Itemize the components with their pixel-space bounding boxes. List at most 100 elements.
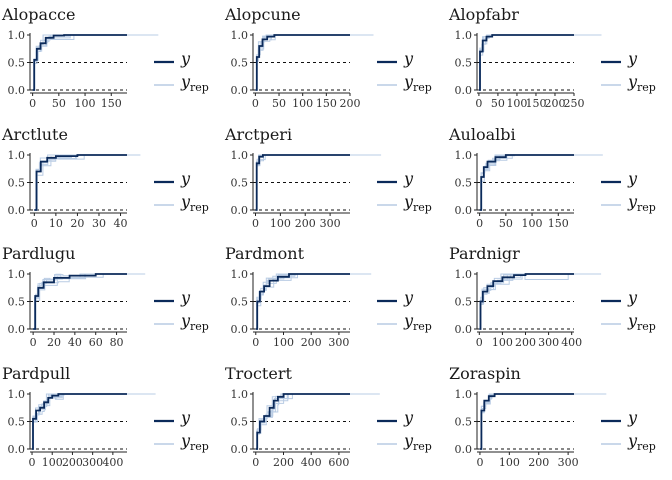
legend-yrep-subscript: rep — [637, 320, 656, 333]
legend-y-label: y — [627, 408, 638, 427]
x-tick-label: 300 — [328, 336, 349, 349]
legend-y-label: y — [403, 169, 414, 188]
x-tick-label: 50 — [272, 97, 286, 110]
x-tick-label: 20 — [47, 336, 61, 349]
y-tick-label: 0.0 — [455, 204, 473, 217]
x-tick-label: 400 — [102, 456, 123, 469]
y-tick-label: 0.5 — [455, 416, 473, 429]
x-tick-label: 200 — [528, 456, 549, 469]
yrep-curve — [255, 273, 350, 330]
legend-yrep-subscript: rep — [413, 320, 432, 333]
y-curve — [255, 273, 350, 330]
y-tick-label: 0.5 — [455, 177, 473, 190]
y-tick-label: 0.0 — [231, 323, 249, 336]
x-tick-label: 0 — [31, 217, 38, 230]
legend-yrep-subscript: rep — [637, 201, 656, 214]
y-curve — [32, 393, 127, 450]
legend-y-label: y — [180, 288, 191, 307]
legend-yrep-label: y — [180, 192, 191, 211]
x-tick-label: 0 — [252, 217, 259, 230]
y-tick-label: 1.0 — [8, 149, 26, 162]
y-tick-label: 0.5 — [231, 416, 249, 429]
legend-y-label: y — [627, 288, 638, 307]
legend-yrep-subscript: rep — [190, 81, 209, 94]
x-tick-label: 60 — [89, 336, 103, 349]
legend-yrep-label: y — [180, 311, 191, 330]
legend-yrep-label: y — [180, 72, 191, 91]
x-tick-label: 100 — [42, 456, 63, 469]
x-tick-label: 150 — [548, 217, 569, 230]
yrep-curve — [33, 273, 127, 330]
x-tick-label: 100 — [492, 336, 513, 349]
x-tick-label: 200 — [515, 336, 536, 349]
y-tick-label: 0.5 — [231, 57, 249, 70]
legend-yrep-label: y — [403, 431, 414, 450]
y-curve — [33, 273, 127, 330]
panel-title: Pardpull — [2, 364, 70, 383]
x-tick-label: 300 — [320, 217, 341, 230]
x-tick-label: 10 — [49, 217, 63, 230]
legend-yrep-subscript: rep — [190, 440, 209, 453]
x-tick-label: 0 — [252, 456, 259, 469]
x-tick-label: 200 — [544, 97, 565, 110]
x-tick-label: 100 — [292, 97, 313, 110]
x-tick-label: 100 — [75, 97, 96, 110]
x-tick-label: 200 — [295, 217, 316, 230]
yrep-curve — [255, 393, 370, 450]
x-tick-label: 0 — [476, 217, 483, 230]
legend-y-label: y — [403, 49, 414, 68]
y-tick-label: 1.0 — [455, 149, 473, 162]
x-tick-label: 200 — [301, 336, 322, 349]
panel-title: Alopfabr — [448, 5, 519, 24]
y-curve — [479, 393, 574, 450]
x-tick-label: 0 — [476, 336, 483, 349]
x-tick-label: 150 — [316, 97, 337, 110]
x-tick-label: 30 — [92, 217, 106, 230]
y-tick-label: 0.5 — [8, 416, 26, 429]
y-tick-label: 0.0 — [455, 443, 473, 456]
panel-title: Zoraspin — [449, 364, 521, 383]
x-tick-label: 400 — [301, 456, 322, 469]
legend-yrep-subscript: rep — [413, 440, 432, 453]
x-tick-label: 200 — [62, 456, 83, 469]
y-tick-label: 0.5 — [8, 296, 26, 309]
x-tick-label: 100 — [522, 217, 543, 230]
panel-title: Troctert — [225, 364, 292, 383]
panel-title: Auloalbi — [448, 125, 516, 144]
y-tick-label: 1.0 — [8, 29, 26, 42]
legend-yrep-label: y — [627, 431, 638, 450]
x-tick-label: 300 — [558, 456, 579, 469]
legend-y-label: y — [627, 49, 638, 68]
legend-y-label: y — [180, 49, 191, 68]
x-tick-label: 80 — [110, 336, 124, 349]
y-curve — [479, 273, 574, 330]
x-tick-label: 0 — [476, 456, 483, 469]
x-tick-label: 0 — [252, 336, 259, 349]
panel-title: Alopacce — [1, 5, 75, 24]
x-tick-label: 200 — [273, 456, 294, 469]
legend-y-label: y — [180, 169, 191, 188]
y-tick-label: 0.5 — [455, 57, 473, 70]
x-tick-label: 0 — [29, 456, 36, 469]
legend-yrep-subscript: rep — [637, 440, 656, 453]
yrep-curve — [32, 34, 159, 91]
legend-yrep-subscript: rep — [413, 81, 432, 94]
x-tick-label: 0 — [475, 97, 482, 110]
x-tick-label: 0 — [29, 97, 36, 110]
legend-yrep-label: y — [180, 431, 191, 450]
legend-yrep-label: y — [403, 311, 414, 330]
y-tick-label: 0.0 — [231, 443, 249, 456]
y-tick-label: 0.0 — [8, 204, 26, 217]
y-tick-label: 0.0 — [8, 323, 26, 336]
legend-yrep-label: y — [403, 72, 414, 91]
x-tick-label: 300 — [538, 336, 559, 349]
y-curve — [34, 154, 127, 211]
